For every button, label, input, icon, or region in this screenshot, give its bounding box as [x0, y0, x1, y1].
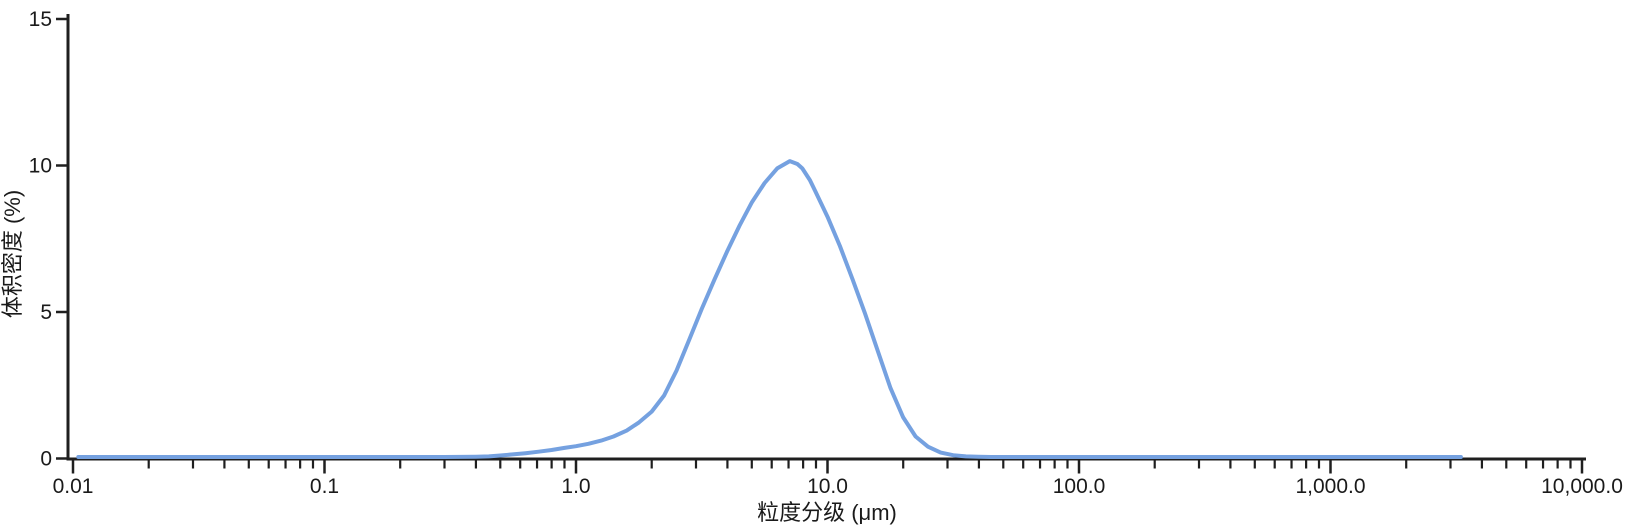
y-axis-title: 体积密度 (%) — [0, 189, 25, 319]
x-tick-label: 1.0 — [561, 475, 590, 498]
x-tick-label: 100.0 — [1053, 475, 1106, 498]
axis-tick-labels: 0 5 10 15 0.01 0.1 1.0 10.0 100.0 1,000.0 10,000.0 — [29, 8, 1623, 498]
distribution-curve — [76, 159, 1463, 459]
x-axis-title: 粒度分级 (μm) — [757, 500, 897, 525]
x-tick-label: 0.01 — [53, 475, 94, 498]
y-tick-label: 10 — [29, 155, 52, 178]
axes — [66, 14, 1586, 461]
y-tick-label: 5 — [40, 301, 52, 324]
x-tick-label: 1,000.0 — [1295, 475, 1365, 498]
curve-layer — [76, 159, 1463, 459]
axis-ticks — [56, 17, 1584, 474]
x-tick-label: 10,000.0 — [1541, 475, 1623, 498]
y-tick-label: 15 — [29, 8, 52, 31]
y-tick-label: 0 — [40, 448, 52, 471]
x-tick-label: 0.1 — [310, 475, 339, 498]
x-tick-label: 10.0 — [807, 475, 848, 498]
